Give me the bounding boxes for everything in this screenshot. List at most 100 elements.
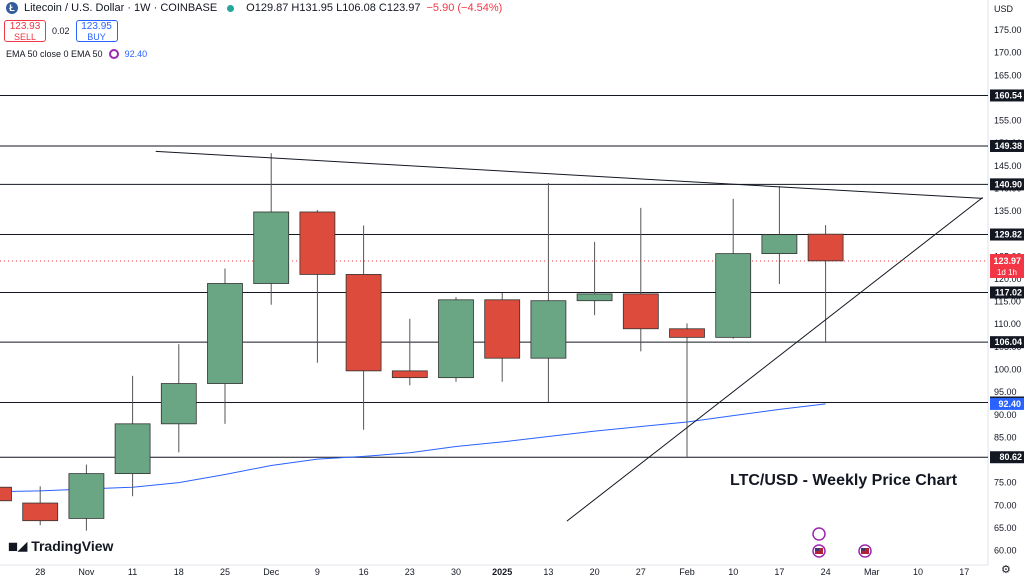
- level-label-box: [990, 139, 1024, 152]
- ema-price-label: 92.40: [998, 399, 1021, 409]
- candle-body: [22, 502, 59, 522]
- sell-label: SELL: [13, 32, 37, 42]
- candle-body: [160, 383, 197, 425]
- y-tick-label: 90.00: [994, 410, 1017, 420]
- x-tick-label: 2025: [492, 567, 512, 577]
- candle-body: [345, 274, 382, 372]
- level-label-box: [990, 336, 1024, 349]
- y-tick-label: 100.00: [994, 365, 1022, 375]
- candle-body: [253, 211, 290, 284]
- trendline: [566, 197, 983, 522]
- ema-price-tag: [990, 397, 1024, 410]
- x-tick-label: 11: [128, 567, 137, 577]
- market-status-icon: [227, 4, 235, 12]
- economic-event-icon[interactable]: [812, 527, 826, 541]
- y-tick-label: 75.00: [994, 478, 1017, 488]
- indicator-value: 92.40: [124, 49, 148, 59]
- x-tick-label: 28: [35, 567, 45, 577]
- candle-body: [438, 299, 474, 379]
- candle-body: [391, 370, 428, 379]
- candle-body: [299, 211, 336, 275]
- x-tick-label: 24: [821, 567, 831, 577]
- symbol-title[interactable]: Litecoin / U.S. Dollar · 1W · COINBASE: [24, 2, 218, 14]
- indicator-label: EMA 50 close 0 EMA 50: [6, 49, 103, 59]
- chart-header: Ł Litecoin / U.S. Dollar · 1W · COINBASE…: [6, 2, 502, 14]
- countdown-label: 1d 1h: [997, 268, 1017, 277]
- x-tick-label: 27: [636, 567, 646, 577]
- x-tick-label: 23: [405, 567, 415, 577]
- level-label-box: [990, 178, 1024, 191]
- x-tick-label: Dec: [263, 567, 280, 577]
- x-tick-label: 17: [774, 567, 784, 577]
- y-tick-label: 110.00: [994, 319, 1021, 329]
- y-tick-label: 170.00: [994, 48, 1022, 58]
- candle-body: [761, 234, 798, 255]
- currency-label[interactable]: USD: [994, 4, 1014, 14]
- level-label: 149.38: [994, 141, 1022, 151]
- x-tick-label: 10: [728, 567, 738, 577]
- y-tick-label: 175.00: [994, 25, 1022, 35]
- y-tick-label: 145.00: [994, 161, 1022, 171]
- level-label: 117.02: [995, 287, 1022, 297]
- y-tick-label: 155.00: [994, 116, 1022, 126]
- buy-button[interactable]: 123.95 BUY: [75, 20, 118, 42]
- candle-body: [114, 423, 151, 475]
- x-tick-label: 20: [590, 567, 600, 577]
- sell-price: 123.93: [9, 21, 41, 32]
- candle-body: [207, 283, 243, 384]
- indicator-settings-icon[interactable]: [108, 49, 119, 59]
- ohlc-values: O129.87 H131.95 L106.08 C123.97: [246, 2, 421, 14]
- us-event-flag-icon[interactable]: [858, 544, 872, 558]
- level-label: 160.54: [994, 90, 1022, 100]
- trendline: [155, 150, 983, 199]
- tradingview-mark-icon: ◼◢: [8, 539, 28, 553]
- candle-body: [807, 233, 844, 262]
- y-tick-label: 65.00: [994, 523, 1017, 533]
- candle-body: [576, 293, 613, 302]
- candle-body: [68, 473, 105, 519]
- tradingview-wordmark: TradingView: [31, 538, 114, 554]
- level-label-box: [990, 451, 1024, 464]
- y-tick-label: 115.00: [994, 297, 1021, 307]
- x-tick-label: 30: [451, 567, 461, 577]
- x-tick-label: 17: [959, 567, 969, 577]
- x-tick-label: Feb: [679, 567, 695, 577]
- candle-body: [0, 486, 12, 502]
- candle-body: [622, 293, 659, 330]
- buy-label: BUY: [87, 32, 106, 42]
- y-tick-label: 85.00: [994, 432, 1017, 442]
- x-tick-label: Mar: [864, 567, 880, 577]
- y-tick-label: 165.00: [994, 70, 1022, 80]
- level-label-box: [990, 228, 1024, 241]
- x-tick-label: 10: [913, 567, 923, 577]
- sell-button[interactable]: 123.93 SELL: [4, 20, 46, 42]
- y-tick-label: 95.00: [994, 387, 1017, 397]
- chart-caption: LTC/USD - Weekly Price Chart: [730, 472, 958, 489]
- x-tick-label: 13: [543, 567, 553, 577]
- trade-panel: 123.93 SELL 0.02 123.95 BUY: [4, 20, 118, 42]
- current-price-label: 123.97: [993, 256, 1021, 266]
- candle-body: [530, 300, 567, 359]
- spread-value: 0.02: [52, 26, 70, 36]
- x-tick-label: 16: [359, 567, 369, 577]
- level-label-box: [990, 286, 1024, 299]
- us-event-flag-icon[interactable]: [812, 544, 826, 558]
- chart-settings-icon[interactable]: ⚙: [1001, 564, 1011, 576]
- current-price-tag: [990, 254, 1024, 279]
- tradingview-logo[interactable]: ◼◢ TradingView: [8, 538, 113, 554]
- y-tick-label: 135.00: [994, 206, 1022, 216]
- indicator-legend[interactable]: EMA 50 close 0 EMA 50 92.40: [6, 49, 147, 59]
- candle-body: [715, 253, 752, 338]
- candle-body: [669, 328, 705, 338]
- level-label-box: [990, 89, 1024, 102]
- y-tick-label: 70.00: [994, 500, 1017, 510]
- level-label: 80.62: [999, 452, 1022, 462]
- candle-body: [484, 299, 521, 359]
- litecoin-logo-icon: Ł: [6, 2, 18, 14]
- y-tick-label: 60.00: [994, 546, 1017, 556]
- y-tick-label: 120.00: [994, 274, 1022, 284]
- level-label: 140.90: [994, 179, 1022, 189]
- x-tick-label: 25: [220, 567, 230, 577]
- level-label: 129.82: [994, 230, 1022, 240]
